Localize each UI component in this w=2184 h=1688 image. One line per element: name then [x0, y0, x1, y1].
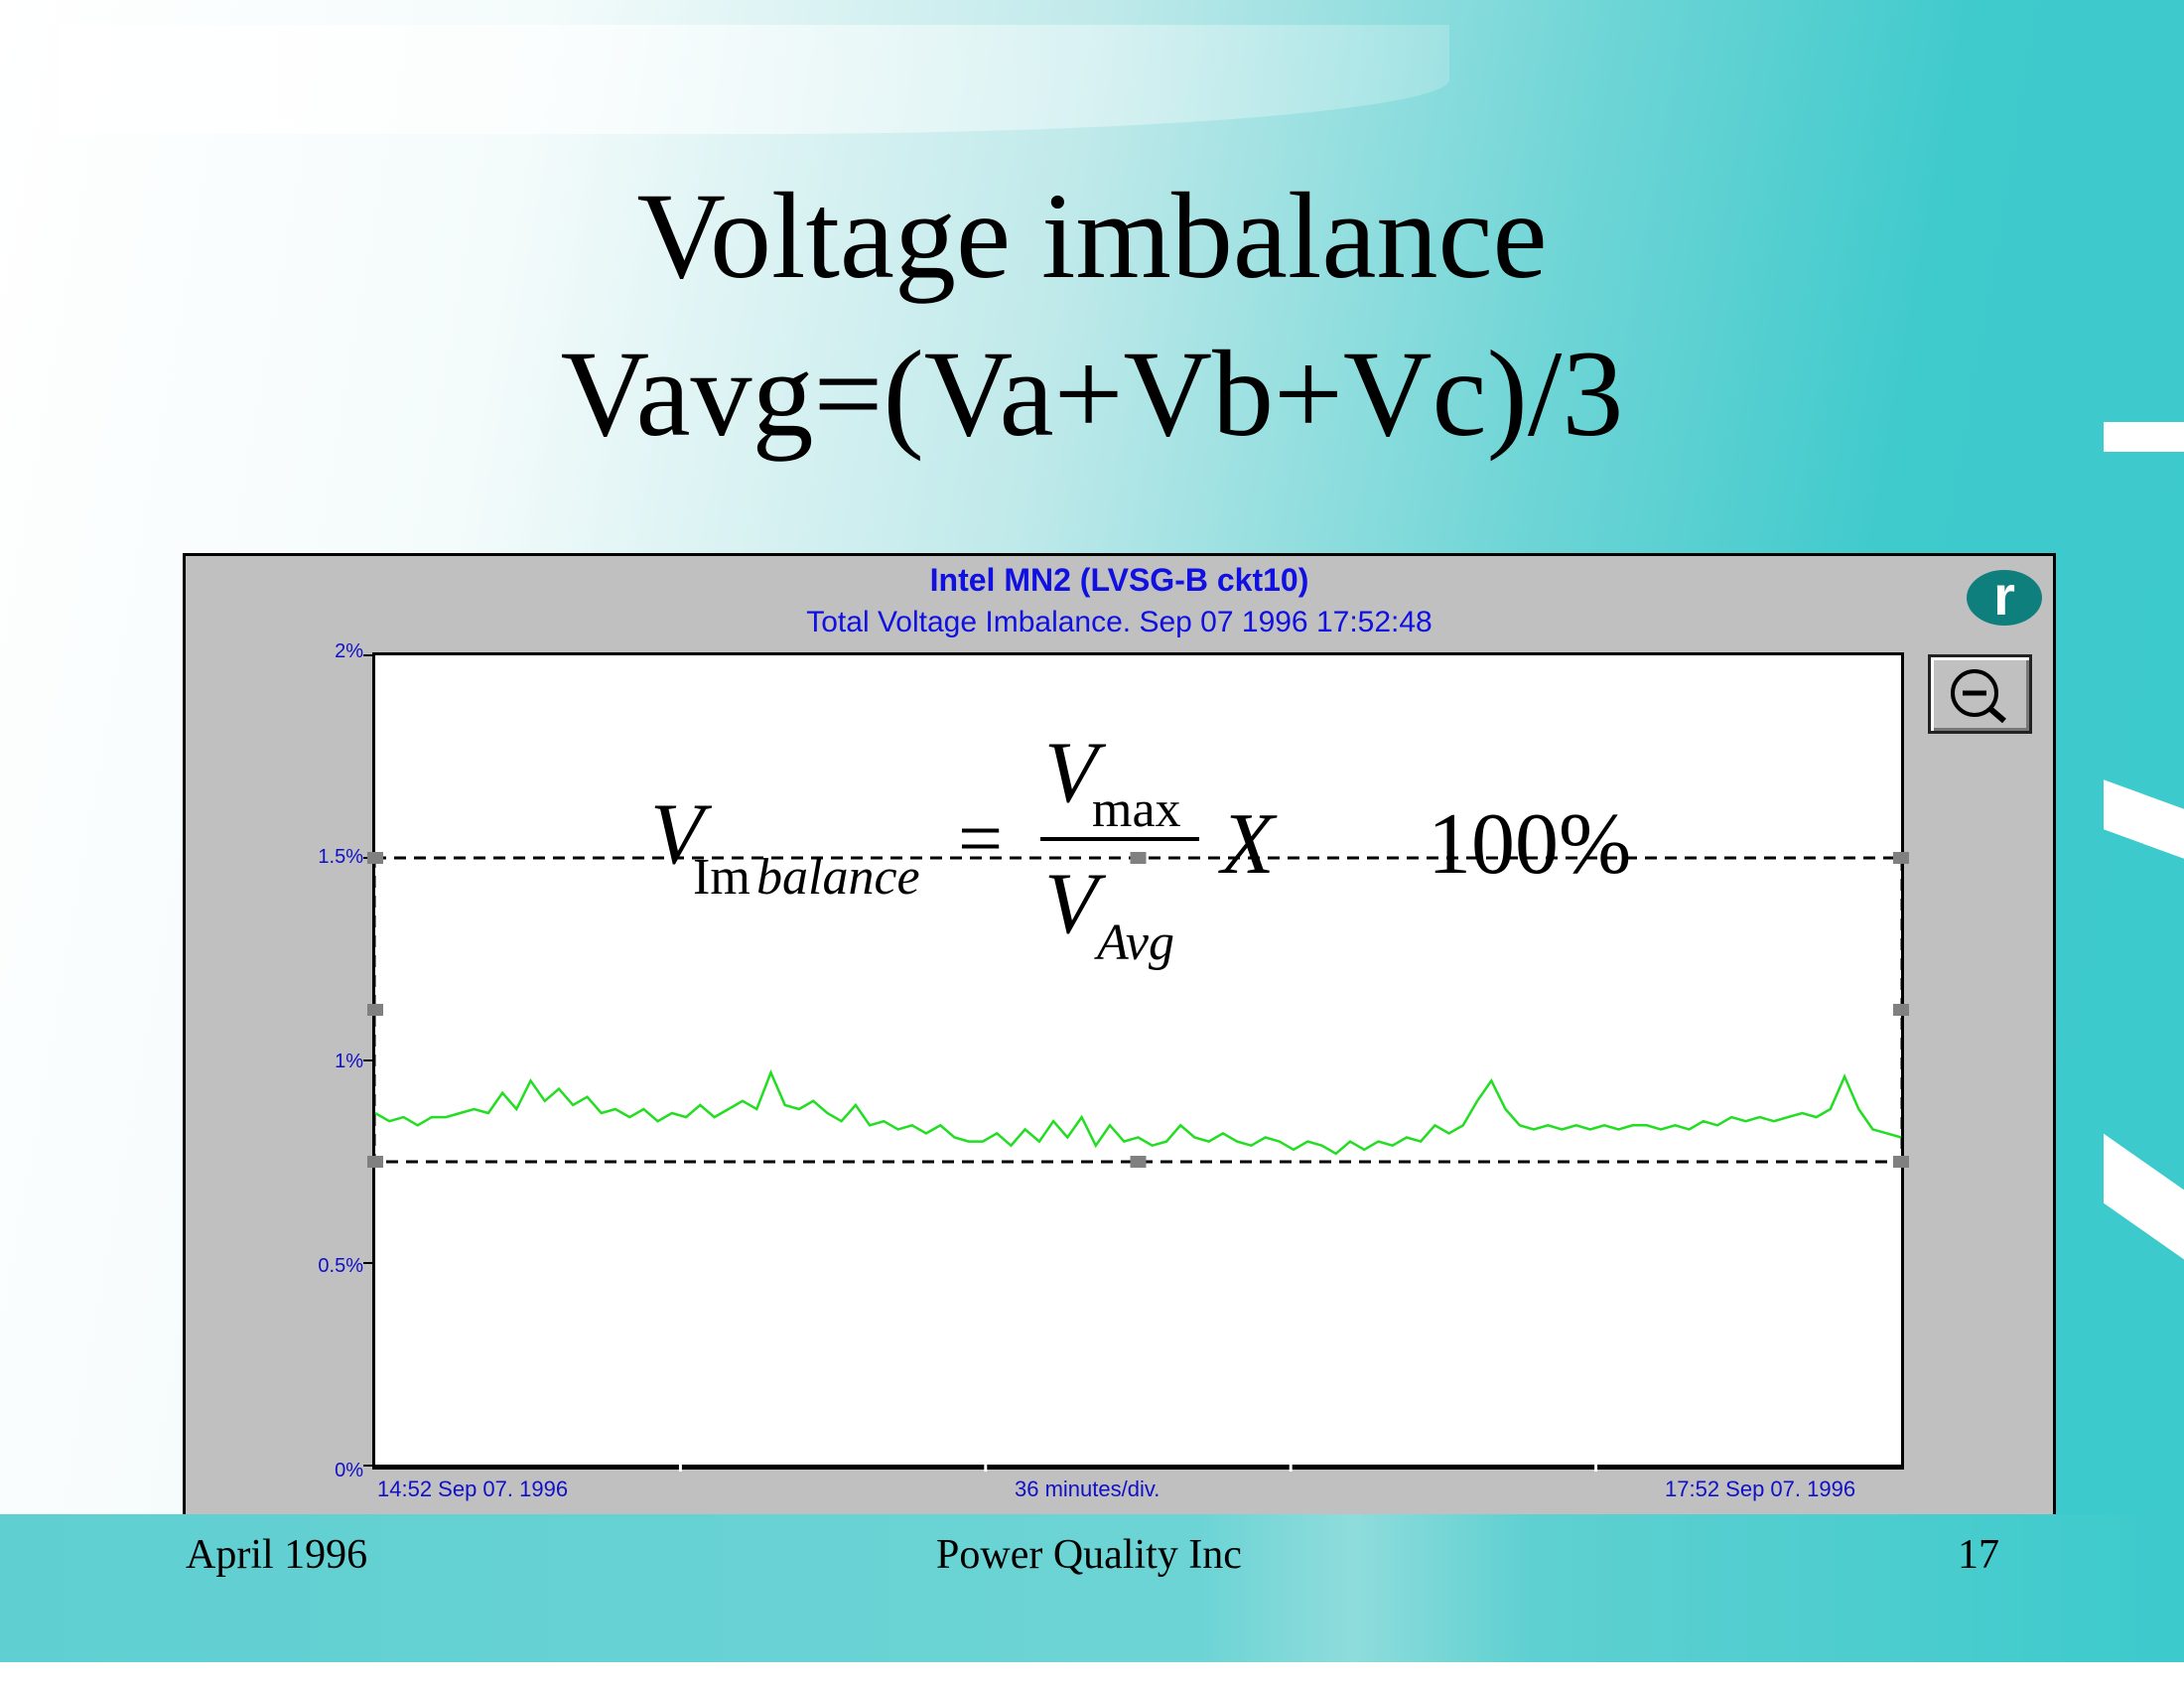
y-tick-label: 0.5% [318, 1255, 363, 1277]
formula-times: X [1221, 796, 1275, 893]
formula-equals: = [958, 795, 1004, 883]
zoom-out-button[interactable] [1928, 654, 2032, 734]
chart-title: Intel MN2 (LVSG-B ckt10) [929, 562, 1309, 598]
x-axis-label: 36 minutes/div. [1015, 1477, 1160, 1501]
footer-band [0, 1514, 2184, 1662]
selection-handle [1893, 1004, 1909, 1016]
selection-handle [367, 1004, 383, 1016]
slide-title: Voltage imbalance [636, 168, 1548, 304]
x-end-label: 17:52 Sep 07. 1996 [1665, 1477, 1856, 1501]
selection-handle [1893, 852, 1909, 864]
formula-den-v: V [1044, 856, 1098, 952]
selection-handle [1893, 1156, 1909, 1168]
x-start-label: 14:52 Sep 07. 1996 [377, 1477, 569, 1501]
selection-handle [367, 1156, 383, 1168]
reference-band [372, 856, 1904, 1164]
chart-subtitle: Total Voltage Imbalance. Sep 07 1996 17:… [806, 606, 1433, 638]
y-tick-label: 1.5% [318, 846, 363, 868]
formula-sub-im: Im [693, 849, 751, 906]
formula-v: V [650, 786, 704, 883]
logo-icon: r [1967, 568, 2042, 626]
zoom-out-icon [1951, 669, 2006, 724]
fraction-bar [1040, 837, 1199, 841]
footer-page-number: 17 [1958, 1532, 1999, 1578]
plot-area [372, 652, 1904, 1470]
formula-num-v: V [1044, 725, 1098, 821]
footer-date: April 1996 [186, 1532, 368, 1578]
selection-handle [1130, 1156, 1147, 1168]
formula-percent: 100% [1428, 796, 1632, 893]
y-tick-label: 0% [335, 1460, 363, 1481]
slide-subtitle-formula: Vavg=(Va+Vb+Vc)/3 [560, 326, 1624, 462]
y-tick-label: 1% [335, 1051, 363, 1072]
formula-den-sub: Avg [1097, 914, 1174, 971]
y-tick-label: 2% [335, 640, 363, 662]
selection-handle [367, 852, 383, 864]
selection-handle [1130, 852, 1147, 864]
formula-sub-balance: balance [756, 849, 920, 906]
background-swoosh [60, 25, 1449, 134]
formula-num-sub: max [1092, 781, 1181, 838]
decor-bar [2104, 422, 2184, 452]
footer-company: Power Quality Inc [936, 1532, 1242, 1578]
series-line [374, 1068, 1902, 1156]
